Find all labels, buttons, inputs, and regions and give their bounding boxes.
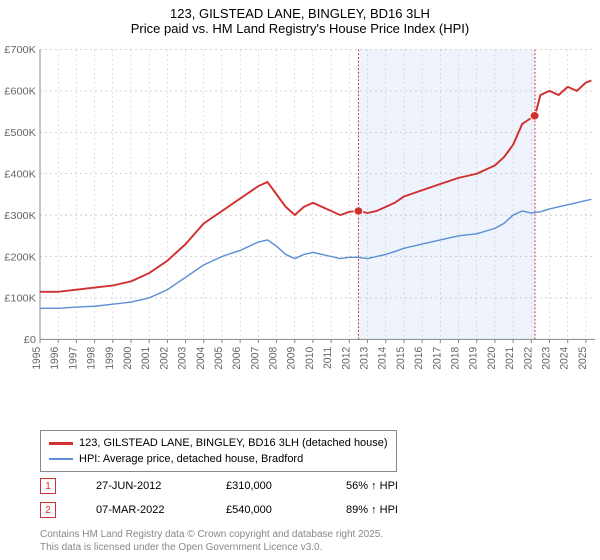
legend-row-hpi: HPI: Average price, detached house, Brad… [49,451,388,467]
svg-text:2008: 2008 [267,347,279,370]
sale-2-date: 07-MAR-2022 [96,504,186,516]
svg-text:1996: 1996 [49,347,61,370]
svg-text:2022: 2022 [522,347,534,370]
sale-2-price: £540,000 [226,504,306,516]
svg-text:2001: 2001 [140,347,152,370]
svg-text:2009: 2009 [285,347,297,370]
svg-text:£0: £0 [24,334,36,346]
price-chart: £0 £100K £200K £300K £400K £500K £600K £700K 199… [0,42,600,402]
svg-text:2014: 2014 [376,347,388,370]
footer-line2: This data is licensed under the Open Gov… [40,541,383,554]
svg-text:£500K: £500K [4,127,36,139]
svg-text:1997: 1997 [67,347,79,370]
legend-row-price-paid: 123, GILSTEAD LANE, BINGLEY, BD16 3LH (d… [49,435,388,451]
sale-1-date: 27-JUN-2012 [96,480,186,492]
svg-text:2019: 2019 [467,347,479,370]
svg-text:1999: 1999 [103,347,115,370]
sale-1-price: £310,000 [226,480,306,492]
svg-text:2011: 2011 [322,347,334,369]
svg-text:2015: 2015 [395,347,407,370]
svg-text:2004: 2004 [194,347,206,370]
svg-text:2012: 2012 [340,347,352,370]
svg-text:2005: 2005 [213,347,225,370]
footer-line1: Contains HM Land Registry data © Crown c… [40,528,383,541]
footer-attribution: Contains HM Land Registry data © Crown c… [40,528,383,554]
svg-text:2007: 2007 [249,347,261,370]
svg-text:2023: 2023 [540,347,552,370]
svg-text:2021: 2021 [504,347,516,370]
legend: 123, GILSTEAD LANE, BINGLEY, BD16 3LH (d… [40,430,397,472]
sale-marker-2: 2 [40,502,56,518]
sale-marker-2-num: 2 [45,505,51,516]
svg-text:2003: 2003 [176,347,188,370]
svg-text:2013: 2013 [358,347,370,370]
svg-text:£600K: £600K [4,86,36,98]
svg-text:2020: 2020 [486,347,498,370]
svg-text:£200K: £200K [4,252,36,264]
sale-marker-1-num: 1 [45,481,51,492]
title-subtitle: Price paid vs. HM Land Registry's House … [0,21,600,36]
svg-text:£400K: £400K [4,169,36,181]
sale-row-2: 2 07-MAR-2022 £540,000 89% ↑ HPI [40,502,398,518]
title-address: 123, GILSTEAD LANE, BINGLEY, BD16 3LH [0,6,600,21]
sale-1-hpi-pct: 56% ↑ HPI [346,480,398,492]
svg-text:2017: 2017 [431,347,443,370]
legend-label-price-paid: 123, GILSTEAD LANE, BINGLEY, BD16 3LH (d… [79,435,388,451]
svg-text:2000: 2000 [122,347,134,370]
svg-text:1998: 1998 [85,347,97,370]
svg-text:2006: 2006 [231,347,243,370]
svg-text:2002: 2002 [158,347,170,370]
legend-swatch-hpi [49,458,73,460]
chart-title-block: 123, GILSTEAD LANE, BINGLEY, BD16 3LH Pr… [0,0,600,38]
svg-text:£300K: £300K [4,210,36,222]
sale-2-hpi-pct: 89% ↑ HPI [346,504,398,516]
sale-row-1: 1 27-JUN-2012 £310,000 56% ↑ HPI [40,478,398,494]
legend-label-hpi: HPI: Average price, detached house, Brad… [79,451,303,467]
svg-text:£100K: £100K [4,293,36,305]
svg-text:2016: 2016 [413,347,425,370]
legend-swatch-price-paid [49,442,73,445]
svg-text:2018: 2018 [449,347,461,370]
sale-marker-1: 1 [40,478,56,494]
svg-text:2024: 2024 [558,347,570,370]
svg-text:1995: 1995 [31,347,43,370]
svg-text:2025: 2025 [577,347,589,370]
svg-text:2010: 2010 [304,347,316,370]
svg-text:£700K: £700K [4,45,36,57]
